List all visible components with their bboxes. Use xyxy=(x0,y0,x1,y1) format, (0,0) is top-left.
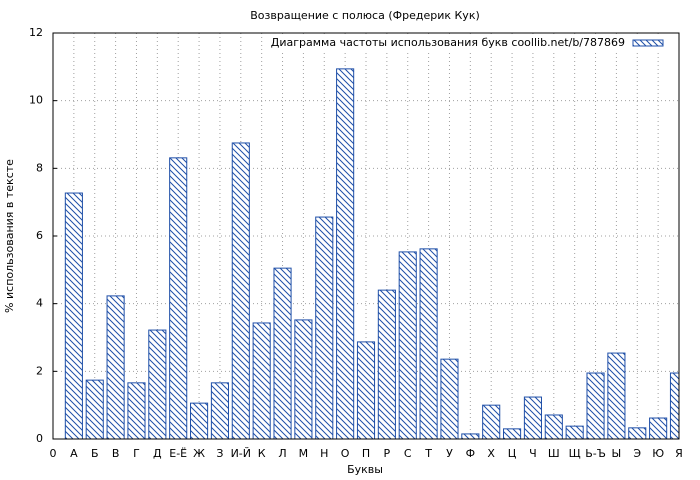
x-tick-label: Ю xyxy=(652,447,664,460)
x-tick-label: Щ xyxy=(569,447,581,460)
bar xyxy=(440,358,459,439)
x-tick-label: Ц xyxy=(508,447,517,460)
x-tick-label: Ь-Ъ xyxy=(585,447,606,460)
bar xyxy=(64,192,83,439)
legend-label: Диаграмма частоты использования букв coo… xyxy=(271,36,625,49)
plot-frame xyxy=(52,32,680,440)
x-tick-label: Т xyxy=(424,447,432,460)
x-tick-label: К xyxy=(258,447,266,460)
x-tick-label: Ф xyxy=(466,447,475,460)
bar xyxy=(607,352,626,439)
bar xyxy=(482,404,501,439)
x-tick-label: З xyxy=(216,447,223,460)
legend-swatch xyxy=(632,39,664,47)
x-tick-label: М xyxy=(299,447,309,460)
bar xyxy=(356,341,376,439)
bar xyxy=(127,382,146,439)
bar xyxy=(190,402,209,439)
x-tick-label: Ч xyxy=(529,447,537,460)
x-tick-label: А xyxy=(70,447,78,460)
bar xyxy=(315,216,334,439)
x-tick-label: 0 xyxy=(50,447,57,460)
y-tick-label: 2 xyxy=(36,364,43,377)
bars xyxy=(64,68,679,439)
x-tick-label: П xyxy=(362,447,370,460)
bar xyxy=(628,427,647,439)
bar xyxy=(503,428,522,439)
x-tick-label: Л xyxy=(278,447,286,460)
legend-background xyxy=(280,36,677,50)
bar xyxy=(169,157,188,439)
x-tick-label: Н xyxy=(320,447,328,460)
bar xyxy=(273,267,292,439)
x-tick-label: Р xyxy=(384,447,391,460)
bar xyxy=(231,142,250,439)
bar xyxy=(544,414,563,439)
bar xyxy=(85,379,104,439)
x-tick-label: Е-Ё xyxy=(169,447,187,460)
bar xyxy=(398,251,417,439)
y-tick-label: 6 xyxy=(36,229,43,242)
bar xyxy=(252,322,271,439)
bar xyxy=(377,289,396,439)
x-tick-label: Ж xyxy=(193,447,205,460)
x-tick-label: С xyxy=(404,447,412,460)
x-tick-label: Б xyxy=(91,447,99,460)
x-tick-label: Ы xyxy=(612,447,622,460)
x-tick-label: Х xyxy=(487,447,495,460)
x-tick-label: Я xyxy=(675,447,683,460)
x-tick-label: Э xyxy=(633,447,641,460)
bar xyxy=(106,295,125,439)
x-tick-label: В xyxy=(112,447,120,460)
bar xyxy=(586,372,605,439)
x-tick-label: Д xyxy=(153,447,162,460)
chart-title: Возвращение с полюса (Фредерик Кук) xyxy=(250,9,480,22)
x-tick-label: Ш xyxy=(548,447,560,460)
x-axis-label: Буквы xyxy=(347,463,383,476)
y-tick-label: 8 xyxy=(36,161,43,174)
bar xyxy=(336,68,355,439)
x-tick-label: И-Й xyxy=(231,447,251,460)
y-tick-label: 0 xyxy=(36,432,43,445)
y-tick-label: 12 xyxy=(29,26,43,39)
bar xyxy=(523,396,542,439)
bar xyxy=(419,248,438,439)
bar xyxy=(461,433,480,439)
bar xyxy=(649,417,668,439)
bar xyxy=(210,382,229,439)
bar xyxy=(565,425,584,439)
y-tick-label: 10 xyxy=(29,94,43,107)
x-tick-label: У xyxy=(446,447,453,460)
bar xyxy=(148,329,167,439)
y-tick-label: 4 xyxy=(36,297,43,310)
bar xyxy=(294,319,313,439)
x-tick-label: О xyxy=(341,447,350,460)
x-tick-label: Г xyxy=(133,447,140,460)
y-axis-label: % использования в тексте xyxy=(3,159,16,313)
